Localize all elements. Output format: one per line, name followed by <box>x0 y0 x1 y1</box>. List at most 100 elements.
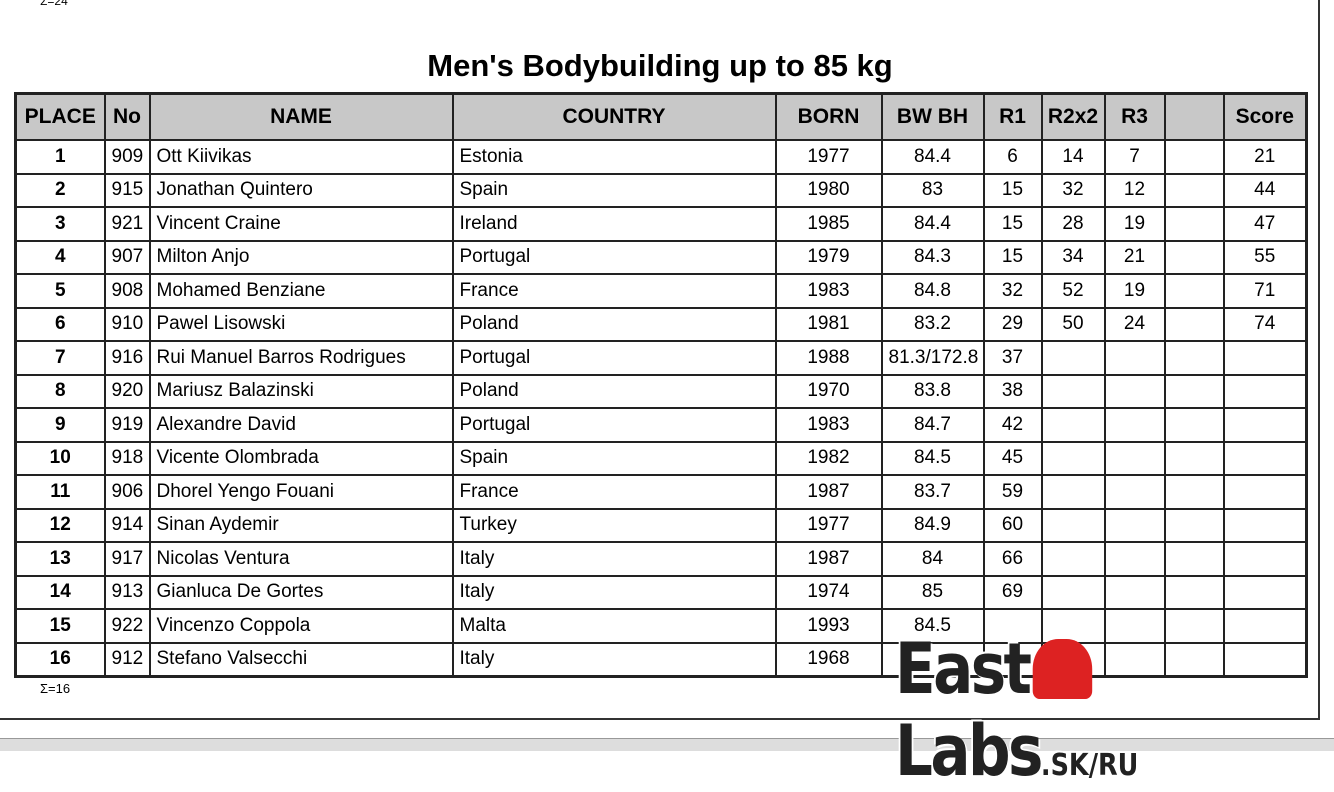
table-cell: 914 <box>103 507 151 543</box>
table-cell: 83.8 <box>880 373 985 409</box>
table-cell <box>1163 172 1225 208</box>
table-cell: 11 <box>14 474 106 510</box>
column-header: PLACE <box>14 92 106 141</box>
table-cell: Malta <box>451 608 777 644</box>
table-cell: 7 <box>1103 139 1166 175</box>
table-cell: 84.3 <box>880 239 985 275</box>
column-header: BORN <box>774 92 883 141</box>
table-cell <box>1040 440 1106 476</box>
table-cell: 5 <box>14 273 106 309</box>
table-cell: 1980 <box>774 172 883 208</box>
table-cell <box>1163 407 1225 443</box>
table-cell: Italy <box>451 641 777 678</box>
table-cell: Portugal <box>451 239 777 275</box>
table-cell: 69 <box>982 574 1043 610</box>
table-cell <box>1163 440 1225 476</box>
table-cell: 1974 <box>774 574 883 610</box>
table-cell <box>1222 507 1308 543</box>
column-header: Score <box>1222 92 1308 141</box>
table-cell: 85 <box>880 574 985 610</box>
table-cell: 83 <box>880 172 985 208</box>
table-cell <box>982 608 1043 644</box>
table-cell: Ireland <box>451 206 777 242</box>
table-row: 16 912 Stefano Valsecchi Italy 1968 <box>14 641 1308 678</box>
table-cell: 922 <box>103 608 151 644</box>
table-body: 1 909 Ott Kiivikas Estonia 1977 84.4 6 14 7 21 2 91… <box>14 139 1308 678</box>
table-row: 13 917 Nicolas Ventura Italy 1987 84 66 <box>14 541 1308 577</box>
table-cell: 1981 <box>774 306 883 342</box>
table-cell: 1982 <box>774 440 883 476</box>
footer-note: Σ=16 <box>40 681 71 696</box>
table-cell: Gianluca De Gortes <box>148 574 454 610</box>
table-cell: 15 <box>982 206 1043 242</box>
table-cell: 12 <box>14 507 106 543</box>
table-cell <box>1040 541 1106 577</box>
table-cell: Jonathan Quintero <box>148 172 454 208</box>
title: Men's Bodybuilding up to 85 kg <box>427 48 893 83</box>
table-cell: 6 <box>14 306 106 342</box>
column-header: BW BH <box>880 92 985 141</box>
table-cell <box>1222 474 1308 510</box>
table-cell <box>1103 541 1166 577</box>
table-cell <box>880 641 985 678</box>
watermark: EastLabs.SK/RU <box>895 628 1268 792</box>
table-cell: 1979 <box>774 239 883 275</box>
table-cell: 15 <box>982 172 1043 208</box>
column-header: R1 <box>982 92 1043 141</box>
table-row: 14 913 Gianluca De Gortes Italy 1974 85 69 <box>14 574 1308 610</box>
table-cell: 37 <box>982 340 1043 376</box>
table-cell: 14 <box>1040 139 1106 175</box>
column-header: COUNTRY <box>451 92 777 141</box>
table-row: 8 920 Mariusz Balazinski Poland 1970 83.8 38 <box>14 373 1308 409</box>
table-cell: 8 <box>14 373 106 409</box>
table-cell: 909 <box>103 139 151 175</box>
table-cell <box>1163 641 1225 678</box>
table-cell <box>1103 574 1166 610</box>
table-cell: 19 <box>1103 273 1166 309</box>
table-cell: 59 <box>982 474 1043 510</box>
table-cell: Spain <box>451 440 777 476</box>
table-cell <box>1163 507 1225 543</box>
table-cell: 6 <box>982 139 1043 175</box>
table-cell: 1987 <box>774 474 883 510</box>
table-cell: Sinan Aydemir <box>148 507 454 543</box>
table-cell: 74 <box>1222 306 1308 342</box>
table-cell: 3 <box>14 206 106 242</box>
table-cell <box>1040 574 1106 610</box>
table-cell: 29 <box>982 306 1043 342</box>
column-header: NAME <box>148 92 454 141</box>
table-cell <box>1103 407 1166 443</box>
table-row: 6 910 Pawel Lisowski Poland 1981 83.2 29 50 24 74 <box>14 306 1308 342</box>
table-cell: 915 <box>103 172 151 208</box>
table-cell: 84.5 <box>880 440 985 476</box>
table-cell <box>1163 206 1225 242</box>
table-cell: 66 <box>982 541 1043 577</box>
table-cell <box>1222 407 1308 443</box>
table-row: 4 907 Milton Anjo Portugal 1979 84.3 15 34 21 55 <box>14 239 1308 275</box>
table-cell: 24 <box>1103 306 1166 342</box>
table-cell: Italy <box>451 541 777 577</box>
table-cell: Spain <box>451 172 777 208</box>
table-cell: 84 <box>880 541 985 577</box>
table-cell: 9 <box>14 407 106 443</box>
table-cell: Poland <box>451 373 777 409</box>
table-cell: 45 <box>982 440 1043 476</box>
table-cell: Milton Anjo <box>148 239 454 275</box>
table-cell: 1988 <box>774 340 883 376</box>
table-cell: 1983 <box>774 407 883 443</box>
table-cell: 907 <box>103 239 151 275</box>
table-cell: 2 <box>14 172 106 208</box>
table-row: 9 919 Alexandre David Portugal 1983 84.7 42 <box>14 407 1308 443</box>
table-cell <box>1040 373 1106 409</box>
table-cell: 83.2 <box>880 306 985 342</box>
table-cell <box>1163 608 1225 644</box>
table-cell: 16 <box>14 641 106 678</box>
table-cell: 44 <box>1222 172 1308 208</box>
table-cell: 916 <box>103 340 151 376</box>
table-cell: 28 <box>1040 206 1106 242</box>
table-cell <box>1222 541 1308 577</box>
table-cell: 32 <box>982 273 1043 309</box>
table-cell <box>1103 507 1166 543</box>
table-cell: 913 <box>103 574 151 610</box>
